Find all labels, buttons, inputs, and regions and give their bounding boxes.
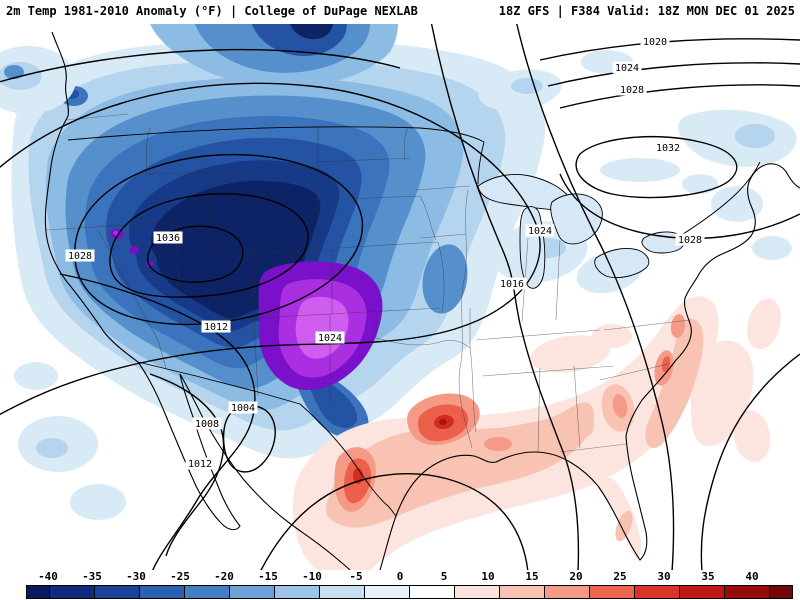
legend-swatch	[365, 586, 410, 598]
color-scale-legend: -40 -35 -30 -25 -20 -15 -10 -5 0 5 10 15 20 25 30 35 40	[0, 570, 800, 600]
isobar-label: 1036	[156, 233, 180, 244]
isobar-1028-ring	[74, 153, 364, 326]
legend-swatch	[680, 586, 725, 598]
legend-swatch	[500, 586, 545, 598]
isobar-label-bg	[640, 35, 670, 48]
title-bar: 2m Temp 1981-2010 Anomaly (°F) | College…	[0, 0, 800, 24]
isobar-label-bg	[653, 141, 683, 154]
warm-anomaly-fill	[292, 296, 781, 570]
legend-tick-label: 5	[440, 570, 448, 583]
isobar-label-bg	[497, 277, 527, 290]
isobar-label-bg	[201, 320, 231, 333]
isobar-label: 1016	[500, 279, 524, 290]
legend-swatch	[50, 586, 95, 598]
isobars	[0, 24, 800, 570]
isobar-label-bg	[617, 83, 647, 96]
isobar-label: 1028	[620, 85, 644, 96]
legend-swatch	[275, 586, 320, 598]
isobar-1036	[146, 225, 244, 283]
canada-border	[67, 126, 761, 237]
model-run-info: 18Z GFS | F384 Valid: 18Z MON DEC 01 202…	[498, 4, 795, 18]
isobar-1004	[222, 405, 276, 473]
legend-tick-label: 15	[525, 570, 539, 583]
isobar-1020-east	[516, 24, 675, 570]
isobar-label: 1028	[678, 235, 702, 246]
isobar-label: 1012	[204, 322, 228, 333]
isobar-1028-top	[559, 84, 800, 109]
isobar-label: 1008	[195, 419, 219, 430]
legend-swatch	[140, 586, 185, 598]
isobar-label-bg	[185, 457, 215, 470]
legend-swatch	[635, 586, 680, 598]
isobar-label: 1032	[656, 143, 680, 154]
legend-tick-label: -35	[82, 570, 102, 583]
legend-tick-label: 25	[613, 570, 627, 583]
isobar-label-bg	[192, 417, 222, 430]
isobar-1032-oval	[575, 135, 738, 199]
isobar-label: 1012	[188, 459, 212, 470]
isobar-1032-ring	[109, 193, 309, 298]
isobar-label: 1024	[318, 333, 342, 344]
isobar-label: 1024	[615, 63, 639, 74]
isobar-gulf	[260, 473, 529, 570]
legend-tick-label: -30	[126, 570, 146, 583]
isobar-labels: 1020 1024 1028 1032 1028 1024 1016 1036 1028 1024…	[65, 35, 705, 470]
legend-tick-label: -15	[258, 570, 278, 583]
legend-color-bar	[26, 585, 793, 599]
legend-tick-label: -5	[349, 570, 363, 583]
map-title: 2m Temp 1981-2010 Anomaly (°F) | College…	[6, 4, 418, 18]
legend-swatch	[725, 586, 770, 598]
national-borders	[67, 126, 761, 517]
legend-tick-label: 30	[657, 570, 671, 583]
isobar-label-bg	[315, 331, 345, 344]
legend-tick-label: -40	[38, 570, 58, 583]
map-area: 1020 1024 1028 1032 1028 1024 1016 1036 1028 1024…	[0, 24, 800, 570]
legend-tick-label: -10	[302, 570, 322, 583]
isobar-label-bg	[228, 401, 258, 414]
legend-tick-label: -20	[214, 570, 234, 583]
isobar-label-bg	[65, 249, 95, 262]
legend-swatch	[95, 586, 140, 598]
isobar-canada	[0, 48, 401, 83]
isobar-label: 1020	[643, 37, 667, 48]
legend-swatch	[770, 586, 792, 598]
isobar-label-bg	[153, 231, 183, 244]
isobar-label: 1024	[528, 226, 552, 237]
isobar-label-bg	[525, 224, 555, 237]
cold-anomaly-fill	[0, 24, 797, 520]
legend-tick-label: 40	[745, 570, 759, 583]
isobar-east-right	[700, 353, 800, 570]
isobar-label-bg	[675, 233, 705, 246]
legend-tick-label: 0	[396, 570, 404, 583]
legend-tick-label: 35	[701, 570, 715, 583]
isobar-1016	[430, 24, 580, 570]
isobar-label: 1004	[231, 403, 255, 414]
isobar-label: 1028	[68, 251, 92, 262]
legend-swatch	[545, 586, 590, 598]
mexico-border	[137, 361, 397, 517]
legend-tick-label: -25	[170, 570, 190, 583]
legend-swatch	[185, 586, 230, 598]
legend-tick-label: 20	[569, 570, 583, 583]
legend-swatch	[455, 586, 500, 598]
legend-swatch	[230, 586, 275, 598]
great-lakes	[477, 174, 685, 289]
lake-erie	[594, 247, 650, 279]
legend-swatch	[410, 586, 455, 598]
legend-tick-label: 10	[481, 570, 495, 583]
legend-swatch	[590, 586, 635, 598]
legend-swatch	[320, 586, 365, 598]
isobar-1024-top	[547, 62, 800, 87]
isobar-1008	[149, 373, 225, 557]
map-svg: 1020 1024 1028 1032 1028 1024 1016 1036 1028 1024…	[0, 24, 800, 570]
isobar-label-bg	[612, 61, 642, 74]
legend-swatch	[27, 586, 50, 598]
